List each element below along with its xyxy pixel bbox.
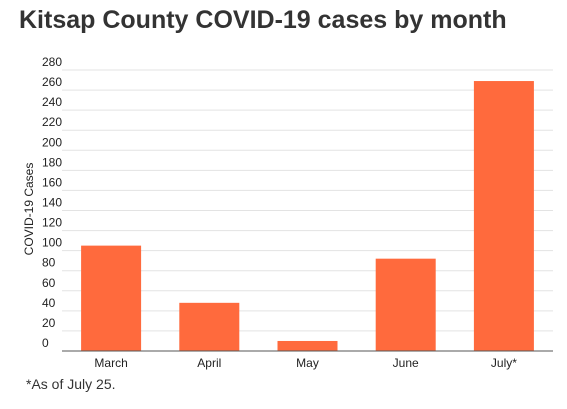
y-tick-label: 280: [42, 55, 62, 69]
y-axis-title: COVID-19 Cases: [22, 163, 36, 256]
y-tick-label: 180: [42, 155, 62, 169]
y-tick-label: 120: [42, 216, 62, 230]
y-tick-label: 160: [42, 175, 62, 189]
y-tick-labels: 0 20 40 60 80 100 120 140 160 180 200 220 240 260 280: [42, 55, 62, 350]
x-tick-label: June: [393, 356, 419, 370]
bar-april: [179, 302, 240, 351]
y-tick-label: 140: [42, 196, 62, 210]
y-tick-label: 0: [42, 336, 49, 350]
y-tick-label: 20: [42, 316, 56, 330]
y-tick-label: 260: [42, 75, 62, 89]
bar-july: [473, 81, 534, 352]
y-tick-label: 200: [42, 135, 62, 149]
bar-june: [375, 258, 436, 351]
x-tick-label: April: [197, 356, 221, 370]
bar-march: [81, 245, 142, 351]
y-tick-label: 40: [42, 296, 56, 310]
y-tick-label: 240: [42, 95, 62, 109]
y-tick-label: 80: [42, 256, 56, 270]
gridlines: [62, 69, 553, 352]
x-tick-label: July*: [491, 356, 517, 370]
x-tick-label: March: [94, 356, 127, 370]
footnote: *As of July 25.: [26, 376, 116, 392]
x-tick-labels: March April May June July*: [94, 356, 517, 370]
y-tick-label: 60: [42, 276, 56, 290]
bars: [81, 81, 534, 352]
bar-may: [277, 340, 338, 351]
y-tick-label: 220: [42, 115, 62, 129]
y-tick-label: 100: [42, 236, 62, 250]
chart-title: Kitsap County COVID-19 cases by month: [19, 6, 507, 34]
x-tick-label: May: [296, 356, 319, 370]
